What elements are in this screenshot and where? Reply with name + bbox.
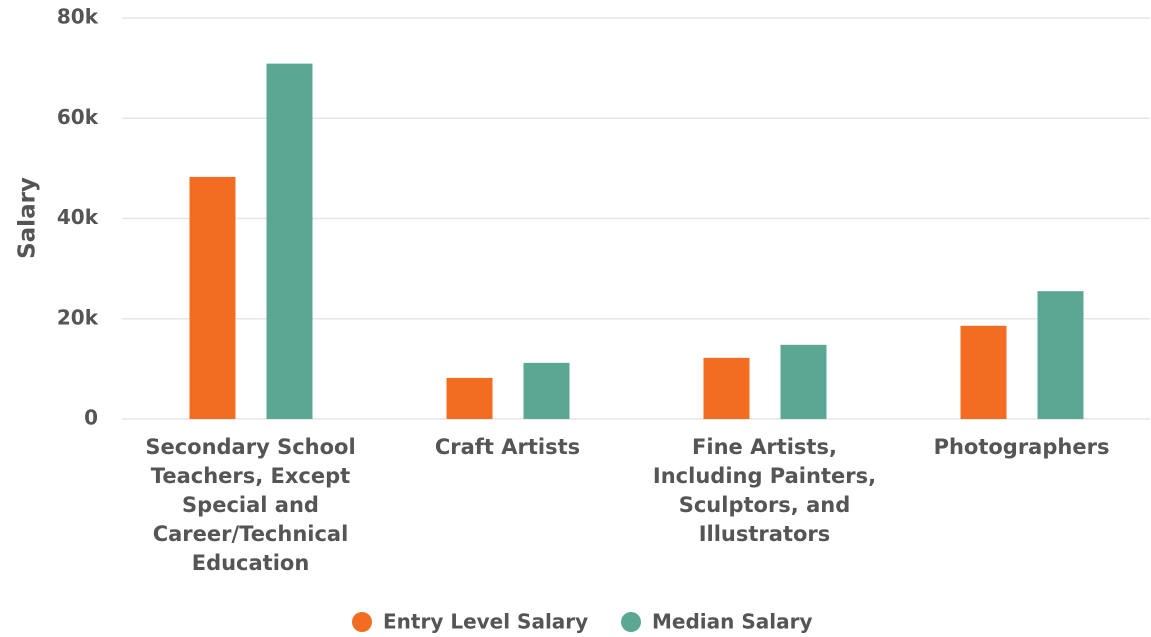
bar — [523, 362, 570, 419]
legend-marker — [621, 612, 641, 632]
bar — [266, 63, 313, 420]
y-tick-label: 0 — [84, 406, 98, 430]
x-tick-label: Craft Artists — [434, 435, 581, 459]
legend-marker — [352, 612, 372, 632]
y-tick-label: 60k — [57, 105, 99, 129]
legend-label: Entry Level Salary — [383, 610, 588, 634]
bar — [189, 176, 236, 419]
y-tick-label: 40k — [57, 205, 99, 229]
x-tick-label: Fine Artists, Including Painters, Sculpt… — [652, 435, 877, 546]
x-tick-label: Photographers — [933, 435, 1110, 459]
bar — [446, 377, 493, 419]
legend-label: Median Salary — [652, 610, 813, 634]
y-tick-label: 80k — [57, 5, 99, 29]
y-axis-label: Salary — [15, 177, 41, 259]
y-tick-label: 20k — [57, 305, 99, 329]
x-tick-label: Secondary School Teachers, Except Specia… — [145, 435, 356, 575]
bar — [780, 344, 827, 419]
bar — [960, 325, 1007, 419]
bar — [1037, 291, 1084, 419]
bar — [703, 357, 750, 419]
